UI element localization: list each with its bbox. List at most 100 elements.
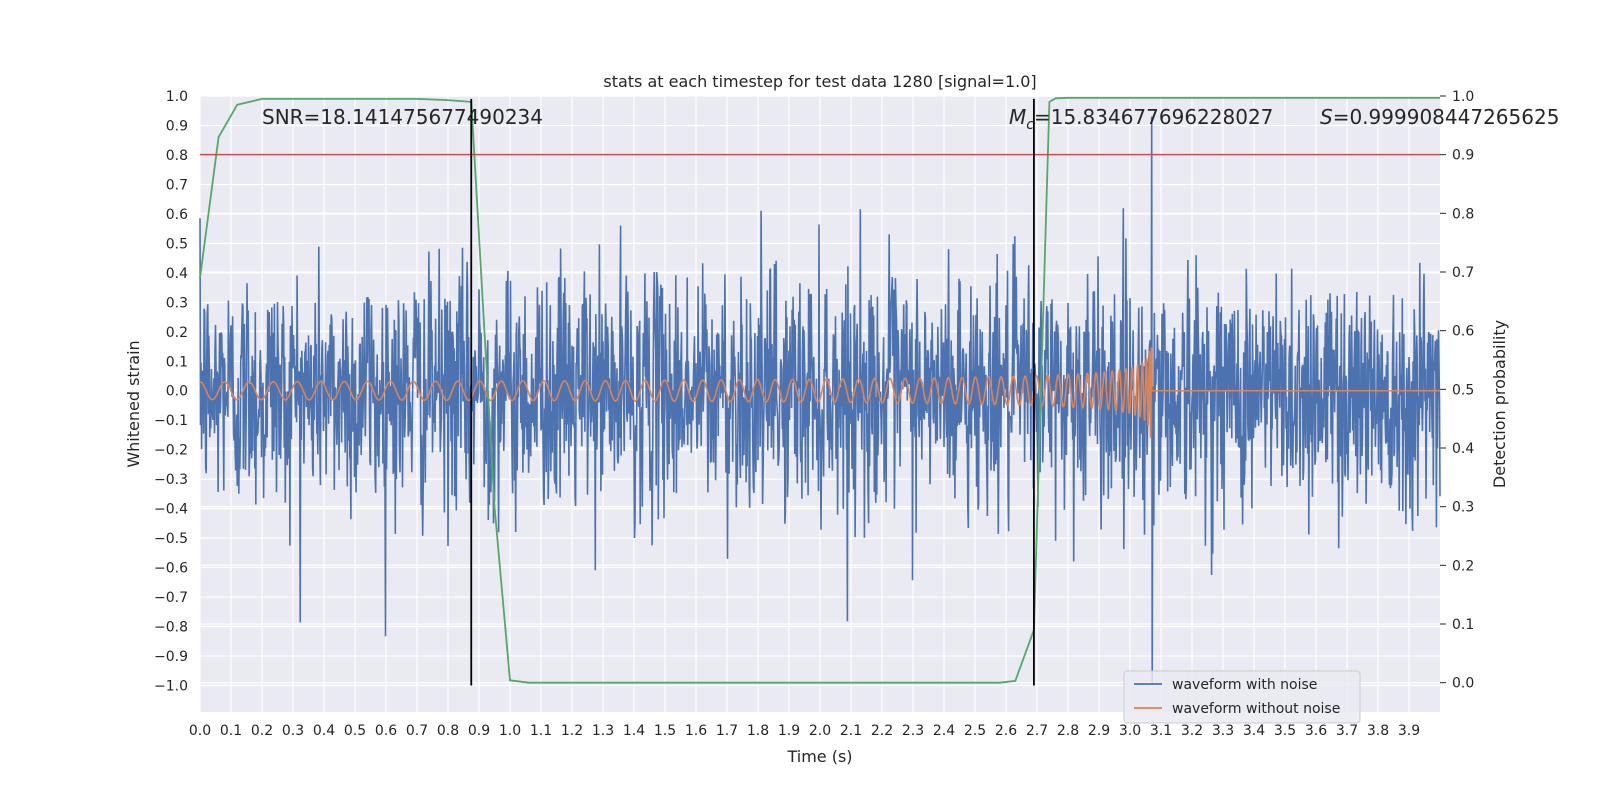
y-left-tick-label: 0.1 bbox=[166, 354, 188, 370]
y-left-tick-label: 0.5 bbox=[166, 236, 188, 252]
x-tick-label: 1.5 bbox=[654, 723, 676, 739]
x-tick-label: 3.7 bbox=[1336, 723, 1358, 739]
waveform-with-noise-line bbox=[199, 116, 1441, 686]
x-tick-label: 1.4 bbox=[623, 723, 645, 739]
x-tick-label: 2.0 bbox=[809, 723, 831, 739]
y-left-tick-label: −0.2 bbox=[154, 443, 188, 459]
y-right-tick-label: 0.1 bbox=[1452, 617, 1474, 633]
marker-lines bbox=[470, 98, 1035, 686]
y-left-tick-label: 0.2 bbox=[166, 325, 188, 341]
x-tick-label: 1.2 bbox=[561, 723, 583, 739]
y-right-tick-label: 0.9 bbox=[1452, 148, 1474, 164]
x-tick-label: 1.6 bbox=[685, 723, 707, 739]
y-right-tick-label: 0.0 bbox=[1452, 676, 1474, 692]
y-right-tick-label: 0.6 bbox=[1452, 324, 1474, 340]
x-tick-label: 3.8 bbox=[1367, 723, 1389, 739]
mc-subscript: c bbox=[1026, 117, 1034, 133]
x-axis-label: Time (s) bbox=[786, 747, 852, 766]
y-left-tick-label: −0.3 bbox=[154, 472, 188, 488]
x-tick-label: 0.4 bbox=[313, 723, 335, 739]
x-tick-label: 0.5 bbox=[344, 723, 366, 739]
x-tick-label: 3.0 bbox=[1119, 723, 1141, 739]
y-left-tick-label: 0.8 bbox=[166, 148, 188, 164]
x-tick-label: 2.3 bbox=[902, 723, 924, 739]
x-tick-label: 3.2 bbox=[1181, 723, 1203, 739]
x-tick-label: 3.3 bbox=[1212, 723, 1234, 739]
mc-symbol: M bbox=[1009, 105, 1026, 129]
x-tick-label: 2.5 bbox=[964, 723, 986, 739]
x-tick-label: 2.7 bbox=[1026, 723, 1048, 739]
legend-box bbox=[1123, 670, 1361, 724]
y-right-tick-labels: 1.0 0.9 0.8 0.7 0.6 0.5 0.4 0.3 0.2 0.1 0.0 bbox=[1452, 89, 1474, 692]
y-right-tick-label: 1.0 bbox=[1452, 89, 1474, 105]
y-left-tick-label: 0.3 bbox=[166, 295, 188, 311]
y-right-tick-label: 0.8 bbox=[1452, 206, 1474, 222]
mc-value: =15.834677696228027 bbox=[1034, 105, 1273, 129]
chart-title: stats at each timestep for test data 128… bbox=[603, 72, 1036, 91]
x-tick-label: 1.1 bbox=[530, 723, 552, 739]
x-tick-label: 3.5 bbox=[1274, 723, 1296, 739]
snr-annotation: SNR=18.141475677490234 bbox=[262, 105, 543, 129]
y-left-tick-label: −0.6 bbox=[154, 561, 188, 577]
y-left-tick-label: 0.9 bbox=[166, 118, 188, 134]
s-value: =0.999908447265625 bbox=[1333, 105, 1560, 129]
y-left-tick-label: 0.0 bbox=[166, 384, 188, 400]
x-tick-label: 2.2 bbox=[871, 723, 893, 739]
x-tick-label: 3.4 bbox=[1243, 723, 1265, 739]
y-left-tick-label: 0.4 bbox=[166, 266, 188, 282]
x-tick-label: 3.1 bbox=[1150, 723, 1172, 739]
x-tick-label: 0.9 bbox=[468, 723, 490, 739]
x-tick-label: 1.3 bbox=[592, 723, 614, 739]
y-right-tick-label: 0.4 bbox=[1452, 441, 1474, 457]
y-right-tick-label: 0.2 bbox=[1452, 558, 1474, 574]
waveform-without-noise-series bbox=[199, 347, 1440, 439]
x-tick-label: 1.7 bbox=[716, 723, 738, 739]
y-right-tick-label: 0.3 bbox=[1452, 500, 1474, 516]
x-tick-label: 0.8 bbox=[437, 723, 459, 739]
waveform-with-noise-series bbox=[199, 116, 1441, 686]
y-left-tick-labels: 1.0 0.9 0.8 0.7 0.6 0.5 0.4 0.3 0.2 0.1 0.0 −0.1 −0.… bbox=[154, 89, 188, 694]
x-tick-labels: 0.0 0.1 0.2 0.3 0.4 0.5 0.6 0.7 0.8 0.9 1.0 1.1 1.2 1… bbox=[189, 723, 1420, 739]
x-tick-label: 2.6 bbox=[995, 723, 1017, 739]
y-left-tick-label: −0.9 bbox=[154, 649, 188, 665]
x-tick-label: 2.8 bbox=[1057, 723, 1079, 739]
y-left-tick-label: 0.7 bbox=[166, 177, 188, 193]
y-left-tick-label: −0.7 bbox=[154, 590, 188, 606]
y-left-tick-label: −0.8 bbox=[154, 620, 188, 636]
x-tick-label: 0.3 bbox=[282, 723, 304, 739]
y-left-tick-label: 0.6 bbox=[166, 207, 188, 223]
y-left-tick-label: −0.1 bbox=[154, 413, 188, 429]
y-left-tick-label: 1.0 bbox=[166, 89, 188, 105]
s-annotation: S=0.999908447265625 bbox=[1320, 105, 1559, 129]
x-tick-label: 2.4 bbox=[933, 723, 955, 739]
mc-annotation: Mc=15.834677696228027 bbox=[1009, 105, 1273, 133]
x-tick-label: 1.0 bbox=[499, 723, 521, 739]
x-tick-label: 0.0 bbox=[189, 723, 211, 739]
y-right-tick-label: 0.5 bbox=[1452, 382, 1474, 398]
y-left-axis-label: Whitened strain bbox=[124, 340, 143, 467]
y-right-tick-label: 0.7 bbox=[1452, 265, 1474, 281]
x-tick-label: 0.6 bbox=[375, 723, 397, 739]
x-tick-label: 1.9 bbox=[778, 723, 800, 739]
s-symbol: S bbox=[1320, 105, 1333, 129]
detection-probability-line bbox=[199, 96, 1440, 684]
x-tick-label: 0.1 bbox=[220, 723, 242, 739]
x-tick-label: 3.6 bbox=[1305, 723, 1327, 739]
y-left-tick-label: −1.0 bbox=[154, 678, 188, 694]
x-tick-label: 2.1 bbox=[840, 723, 862, 739]
x-tick-label: 0.7 bbox=[406, 723, 428, 739]
y-left-tick-label: −0.5 bbox=[154, 531, 188, 547]
y-left-tick-label: −0.4 bbox=[154, 502, 188, 518]
x-tick-label: 2.9 bbox=[1088, 723, 1110, 739]
legend-label-noise: waveform with noise bbox=[1172, 677, 1317, 693]
x-tick-label: 1.8 bbox=[747, 723, 769, 739]
detection-probability-series bbox=[199, 96, 1440, 684]
x-tick-label: 3.9 bbox=[1398, 723, 1420, 739]
x-tick-label: 0.2 bbox=[251, 723, 273, 739]
legend: waveform with noise waveform without noi… bbox=[1123, 670, 1361, 724]
waveform-without-noise-line bbox=[199, 347, 1440, 439]
y-right-axis-label: Detection probability bbox=[1490, 320, 1509, 488]
legend-label-clean: waveform without noise bbox=[1172, 701, 1340, 717]
